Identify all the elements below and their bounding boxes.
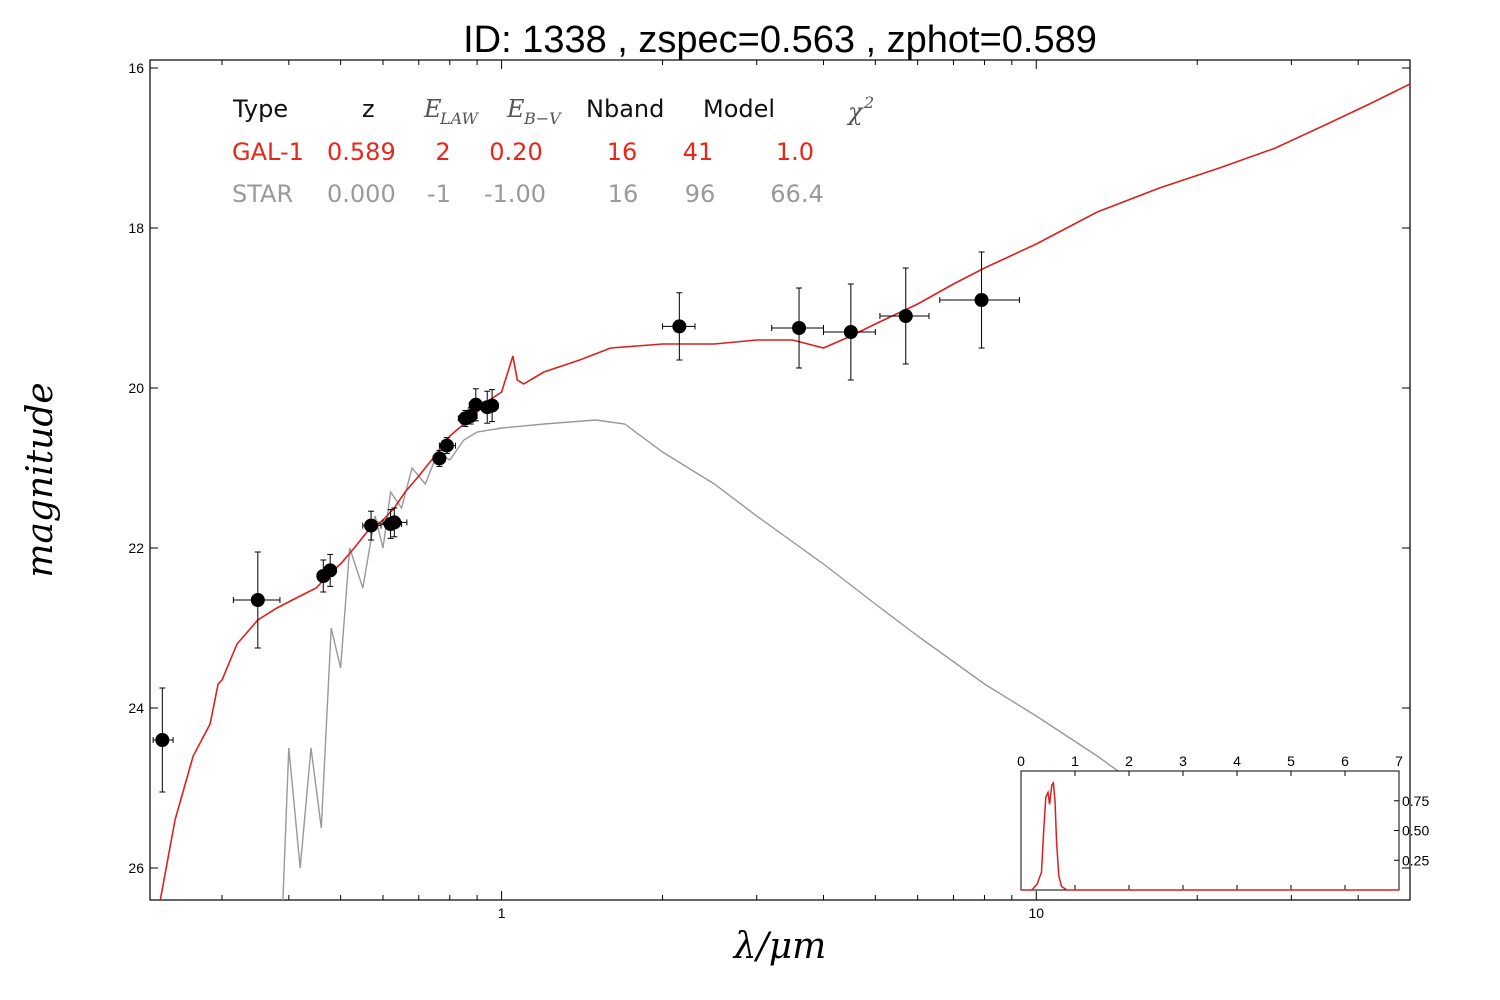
x-tick-label: 1: [498, 905, 506, 921]
inset-y-tick-label: 0.75: [1402, 793, 1429, 809]
header-model: Model: [703, 95, 775, 123]
star-elaw: -1: [427, 180, 451, 208]
photometry-marker: [432, 451, 447, 466]
photometry-marker: [672, 319, 687, 334]
y-tick-label: 26: [128, 860, 144, 876]
inset-x-ticks: 0 1 2 3 4 5 6 7: [1017, 753, 1403, 890]
photometry-marker: [364, 518, 379, 533]
x-tick-label: 10: [1028, 905, 1044, 921]
gal-ebv: 0.20: [489, 138, 542, 166]
gal-chi2: 1.0: [776, 138, 814, 166]
header-chi2: χ: [846, 98, 864, 126]
row-galaxy: GAL-1 0.589 2 0.20 16 41 1.0: [232, 138, 814, 166]
photometry-point: [939, 251, 1020, 349]
star-nband: 16: [608, 180, 639, 208]
photometry-point: [432, 449, 447, 467]
photometry-point: [362, 510, 382, 541]
header-elaw: E: [423, 95, 442, 123]
photometry-marker: [843, 325, 858, 339]
star-z: 0.000: [327, 180, 396, 208]
fit-table: Type z E LAW E B−V Nband Model χ 2 GAL-1…: [232, 93, 874, 208]
y-tick-label: 22: [128, 540, 144, 556]
inset-x-tick-label: 6: [1341, 753, 1349, 769]
gal-model: 41: [683, 138, 714, 166]
inset-x-tick-label: 3: [1179, 753, 1187, 769]
inset-x-tick-label: 5: [1287, 753, 1295, 769]
photometry-marker: [485, 398, 500, 413]
inset-y-tick-label: 0.25: [1402, 852, 1429, 868]
photometry-marker: [250, 593, 265, 607]
photometry-point: [152, 687, 174, 793]
gal-z: 0.589: [327, 138, 396, 166]
inset-pdf: 0 1 2 3 4 5 6 7 0.75 0.50 0.25: [1017, 753, 1429, 891]
row-star: STAR 0.000 -1 -1.00 16 96 66.4: [232, 180, 824, 208]
inset-x-tick-label: 1: [1071, 753, 1079, 769]
x-axis-label: λ/μm: [732, 926, 826, 967]
inset-y-ticks: 0.75 0.50 0.25: [1394, 793, 1429, 868]
inset-pdf-line: [1021, 780, 1399, 891]
photometry-marker: [974, 293, 989, 307]
plot-frame: [149, 59, 1411, 901]
photometry-marker: [323, 563, 338, 578]
y-tick-label: 16: [128, 60, 144, 76]
star-model-line: [282, 419, 1131, 900]
inset-y-tick-label: 0.50: [1402, 823, 1429, 839]
photometry-marker: [439, 438, 454, 453]
photometry-point: [823, 283, 876, 381]
photometry-marker: [463, 409, 478, 423]
star-model: 96: [685, 180, 716, 208]
header-ebv: E: [506, 95, 525, 123]
gal-nband: 16: [607, 138, 638, 166]
photometry-marker: [155, 733, 170, 747]
photometry-marker: [792, 321, 807, 335]
header-elaw-sub: LAW: [439, 109, 480, 128]
photometry-point: [323, 553, 338, 587]
y-tick-label: 24: [128, 700, 144, 716]
photometry-point: [485, 389, 500, 423]
header-chi2-sup: 2: [863, 93, 874, 112]
photometry-point: [232, 551, 281, 649]
star-type: STAR: [232, 180, 293, 208]
photometry-point: [463, 407, 478, 425]
header-ebv-sub: B−V: [523, 109, 562, 128]
photometry-point: [438, 437, 457, 455]
chart-title: ID: 1338 , zspec=0.563 , zphot=0.589: [463, 19, 1097, 61]
photometry-marker: [387, 515, 402, 530]
gal-type: GAL-1: [232, 138, 304, 166]
header-nband: Nband: [586, 95, 664, 123]
galaxy-model-line: [159, 83, 1410, 900]
photometry-marker: [898, 309, 913, 323]
photometry-point: [382, 507, 408, 538]
y-axis-label: magnitude: [20, 382, 61, 577]
star-ebv: -1.00: [484, 180, 546, 208]
y-tick-label: 18: [128, 220, 144, 236]
photometry-marker: [468, 397, 483, 412]
inset-x-tick-label: 2: [1125, 753, 1133, 769]
photometry-point: [662, 292, 696, 361]
gal-elaw: 2: [435, 138, 450, 166]
photometry-points: [152, 251, 1020, 793]
inset-x-tick-label: 0: [1017, 753, 1025, 769]
x-ticks: 1 10: [221, 60, 1411, 921]
photometry-point: [771, 287, 825, 369]
inset-x-tick-label: 4: [1233, 753, 1241, 769]
header-type: Type: [232, 95, 288, 123]
photometry-point: [879, 267, 930, 365]
inset-frame: [1020, 770, 1400, 891]
star-chi2: 66.4: [770, 180, 823, 208]
header-z: z: [362, 95, 375, 123]
inset-x-tick-label: 7: [1395, 753, 1403, 769]
y-tick-label: 20: [128, 380, 144, 396]
